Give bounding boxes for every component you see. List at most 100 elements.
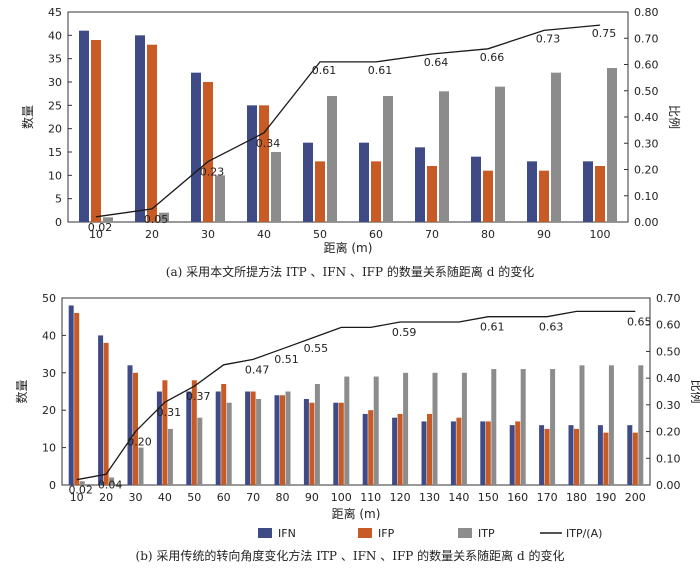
bar-ifn — [156, 391, 162, 485]
y-tick-label: 5 — [55, 193, 62, 206]
bar-ifp — [147, 44, 157, 222]
ratio-data-label: 0.34 — [256, 137, 281, 150]
bar-ifn — [127, 365, 133, 485]
y2-tick-label: 0.60 — [634, 59, 659, 72]
legend-label: IFN — [278, 527, 296, 540]
bar-ifn — [509, 425, 515, 485]
bar-itp — [579, 365, 585, 485]
ratio-data-label: 0.23 — [200, 166, 225, 179]
plot-frame — [61, 297, 651, 486]
ratio-line — [95, 24, 601, 218]
ratio-data-label: 0.04 — [98, 478, 123, 491]
bar-itp — [327, 96, 337, 222]
x-tick-label: 70 — [246, 491, 260, 504]
bar-ifp — [162, 380, 168, 485]
bar-itp — [79, 481, 85, 485]
bar-ifn — [215, 391, 221, 485]
bar-ifp — [221, 384, 227, 485]
bar-ifn — [333, 402, 339, 485]
y2-axis-label: 比例 — [667, 105, 681, 129]
legend-label: ITP — [478, 527, 495, 540]
ratio-data-label: 0.65 — [627, 315, 652, 328]
x-tick-label: 110 — [360, 491, 381, 504]
bar-ifp — [544, 428, 550, 485]
x-tick-label: 20 — [99, 491, 113, 504]
x-tick-label: 80 — [276, 491, 290, 504]
ratio-data-label: 0.31 — [157, 406, 182, 419]
x-tick-label: 80 — [481, 228, 495, 241]
bar-ifp — [74, 312, 80, 485]
y-tick-label: 50 — [42, 292, 56, 305]
y-tick-label: 15 — [48, 146, 62, 159]
ratio-line — [76, 310, 636, 481]
bar-itp — [383, 96, 393, 222]
bar-ifn — [480, 421, 486, 485]
y-axis-label: 数量 — [14, 379, 29, 403]
bar-ifn — [303, 398, 309, 485]
y2-tick-label: 0.40 — [656, 372, 681, 385]
bar-ifp — [539, 170, 549, 222]
bar-ifp — [191, 380, 197, 485]
ratio-data-label: 0.20 — [127, 436, 152, 449]
bar-ifp — [427, 166, 437, 222]
legend-swatch-itp — [458, 528, 472, 538]
bar-ifn — [362, 413, 368, 485]
bar-itp — [344, 376, 350, 485]
y-tick-label: 10 — [42, 442, 56, 455]
bar-itp — [103, 217, 113, 222]
x-tick-label: 40 — [158, 491, 172, 504]
bar-ifn — [135, 35, 145, 223]
y-tick-label: 0 — [55, 216, 62, 229]
bar-ifn — [421, 421, 427, 485]
chart-a: 0 5 10 15 20 25 30 35 40 45 0.00 0.10 0.20 0.30 0.40 0.… — [20, 6, 681, 279]
y-tick-label: 20 — [42, 404, 56, 417]
bar-ifp — [603, 432, 609, 485]
x-tick-label: 120 — [390, 491, 411, 504]
x-axis-label: 距离 (m) — [324, 240, 373, 255]
bar-ifn — [450, 421, 456, 485]
x-tick-label: 100 — [331, 491, 352, 504]
ratio-data-label: 0.66 — [480, 51, 505, 64]
bar-ifp — [632, 432, 638, 485]
y-tick-label: 40 — [48, 29, 62, 42]
bar-ifn — [79, 30, 89, 222]
bar-itp — [550, 369, 556, 485]
bar-ifn — [303, 142, 313, 222]
x-tick-label: 60 — [217, 491, 231, 504]
ratio-data-label: 0.47 — [245, 363, 270, 376]
x-tick-label: 140 — [448, 491, 469, 504]
bar-ifp — [595, 166, 605, 222]
bar-ifn — [627, 425, 633, 485]
y-tick-label: 0 — [49, 479, 56, 492]
bar-itp — [109, 477, 115, 485]
bar-ifp — [515, 421, 521, 485]
x-tick-label: 20 — [145, 228, 159, 241]
ratio-data-label: 0.51 — [274, 353, 299, 366]
y-tick-label: 35 — [48, 53, 62, 66]
legend-label: ITP/(A) — [566, 527, 602, 540]
x-axis-label: 距离 (m) — [332, 506, 381, 521]
bar-ifn — [98, 335, 104, 485]
x-tick-label: 200 — [625, 491, 646, 504]
bar-itp — [608, 365, 614, 485]
y2-tick-label: 0.50 — [656, 345, 681, 358]
y2-tick-label: 0.20 — [634, 164, 659, 177]
x-tick-label: 40 — [257, 228, 271, 241]
ratio-data-label: 0.75 — [592, 27, 617, 40]
bar-itp — [314, 384, 320, 485]
ratio-data-label: 0.61 — [368, 64, 393, 77]
bar-itp — [138, 447, 144, 485]
bar-ifp — [483, 170, 493, 222]
bar-itp — [439, 91, 449, 222]
x-tick-label: 70 — [425, 228, 439, 241]
bar-ifn — [274, 395, 280, 485]
bar-ifp — [103, 342, 109, 485]
legend: IFN IFP ITP ITP/(A) — [258, 527, 602, 540]
bar-ifp — [133, 372, 138, 485]
bar-itp — [491, 369, 497, 485]
y2-tick-label: 0.30 — [656, 399, 681, 412]
bar-ifn — [392, 417, 398, 485]
bar-ifp — [259, 105, 269, 222]
bar-itp — [638, 365, 644, 485]
